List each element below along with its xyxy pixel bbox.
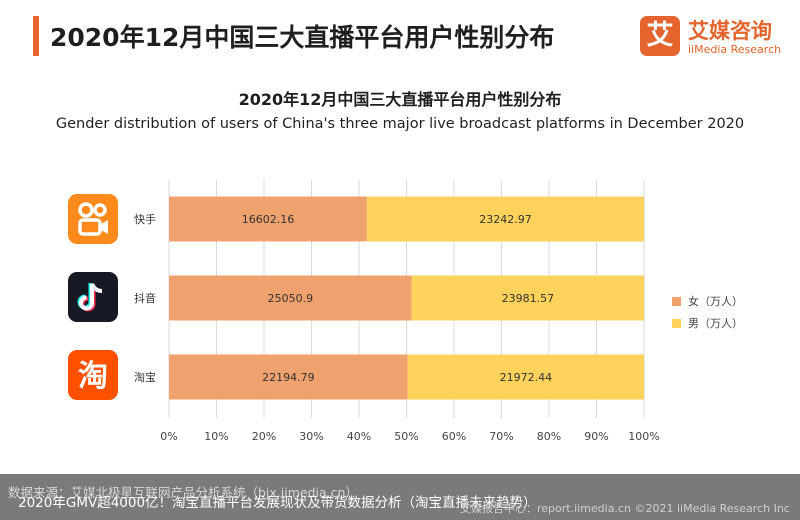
bar-male (411, 275, 644, 321)
title-accent-bar (33, 16, 39, 56)
x-tick-label: 90% (584, 430, 608, 443)
douyin-icon (68, 272, 118, 322)
chart-title: 2020年12月中国三大直播平台用户性别分布 (238, 90, 562, 109)
stacked-bar-chart: 0% 10% 20% 30% 40% 50% 60% 70% 80% 90% 100% 快手 16602… (134, 180, 660, 443)
brand-logo-icon: 艾 (640, 16, 680, 56)
chart-legend: 女（万人） 男（万人） (672, 290, 743, 334)
x-tick-label: 60% (442, 430, 466, 443)
bar-male (366, 196, 644, 242)
legend-swatch-female (672, 296, 681, 306)
article-caption[interactable]: 2020年GMV超4000亿！淘宝直播平台发展现状及带货数据分析（淘宝直播未来趋… (18, 495, 537, 511)
kuaishou-icon (68, 194, 118, 244)
x-tick-label: 30% (299, 430, 323, 443)
header: 2020年12月中国三大直播平台用户性别分布 艾 艾媒咨询 iiMedia Re… (0, 0, 800, 68)
x-tick-label: 40% (347, 430, 371, 443)
legend-swatch-male (672, 318, 681, 328)
x-tick-label: 0% (160, 430, 177, 443)
bar-female (169, 275, 412, 321)
data-label: 23242.97 (479, 213, 532, 226)
data-label: 22194.79 (262, 371, 315, 384)
footer-overlay (0, 474, 800, 520)
legend-item-female: 女（万人） (672, 290, 743, 312)
category-label: 抖音 (134, 291, 156, 305)
chart-subtitle: Gender distribution of users of China's … (55, 116, 745, 132)
data-label: 21972.44 (500, 371, 553, 384)
x-tick-label: 100% (628, 430, 659, 443)
x-tick-label: 50% (394, 430, 418, 443)
data-source: 数据来源：艾媒北极星互联网产品分析系统（bjx.iimedia.cn） (8, 485, 358, 500)
bar-male (407, 354, 644, 400)
x-tick-label: 70% (489, 430, 513, 443)
page-title: 2020年12月中国三大直播平台用户性别分布 (50, 23, 555, 52)
data-label: 25050.9 (268, 292, 314, 305)
x-tick-label: 10% (204, 430, 228, 443)
brand-subtitle: iiMedia Research (688, 43, 782, 56)
category-label: 快手 (134, 212, 156, 226)
bar-female (169, 196, 367, 242)
svg-text:淘: 淘 (78, 359, 108, 394)
legend-label-male: 男（万人） (688, 317, 743, 330)
x-tick-label: 80% (537, 430, 561, 443)
data-label: 16602.16 (242, 213, 295, 226)
report-credit: 艾媒报告中心：report.iimedia.cn ©2021 iiMedia R… (460, 502, 790, 515)
brand-name: 艾媒咨询 (688, 19, 772, 43)
brand[interactable]: 艾 艾媒咨询 iiMedia Research (640, 14, 790, 62)
taobao-icon: 淘 (68, 350, 118, 400)
data-label: 23981.57 (502, 292, 555, 305)
legend-item-male: 男（万人） (672, 312, 743, 334)
x-tick-label: 20% (252, 430, 276, 443)
legend-label-female: 女（万人） (688, 295, 743, 308)
bar-female (169, 354, 408, 400)
category-label: 淘宝 (134, 370, 156, 384)
